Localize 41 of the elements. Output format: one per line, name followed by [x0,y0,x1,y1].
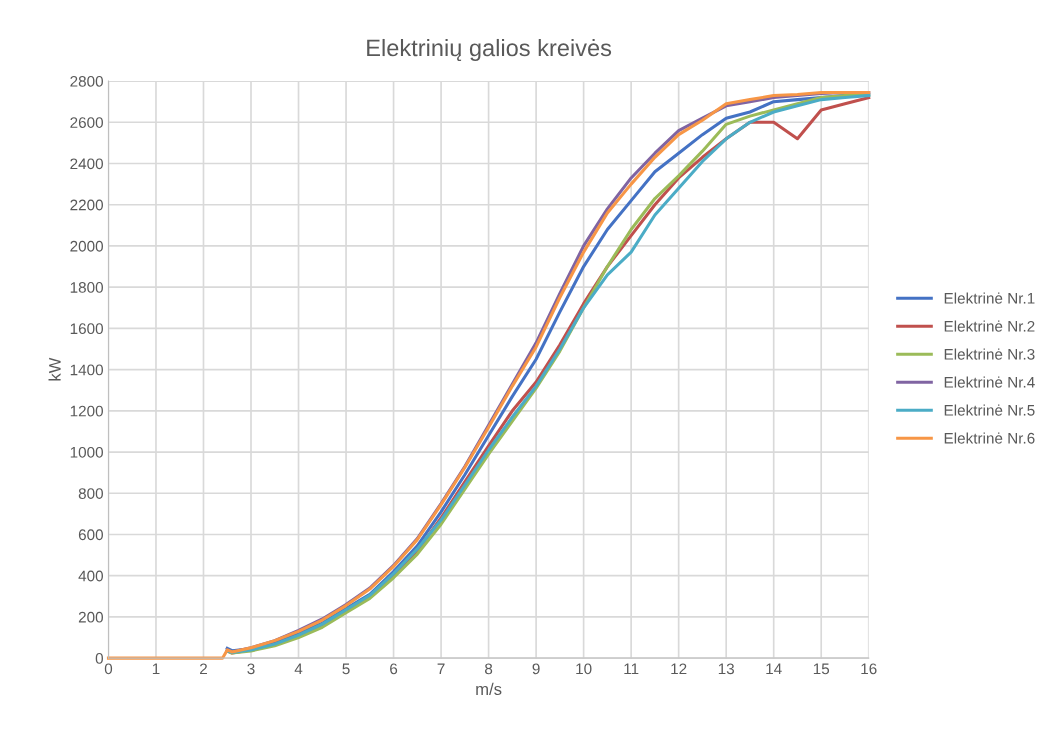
y-axis-title: kW [48,357,61,381]
y-tick-label: 2000 [70,240,103,252]
x-tick-label: 14 [766,663,782,675]
legend-label: Elektrinė Nr.6 [944,432,1035,444]
legend-label: Elektrinė Nr.2 [944,320,1035,332]
x-tick-label: 2 [200,663,207,675]
legend-label: Elektrinė Nr.1 [944,292,1035,304]
x-axis-title: m/s [476,682,502,696]
x-tick-label: 3 [247,663,255,675]
x-tick-label: 0 [104,663,113,675]
x-tick-label: 5 [342,663,350,675]
y-tick-label: 200 [78,611,103,623]
y-tick-label: 2400 [70,158,103,170]
y-tick-label: 1600 [70,323,103,335]
y-tick-label: 2600 [70,117,103,128]
y-tick-label: 1800 [70,282,103,293]
x-tick-label: 10 [576,663,592,675]
x-tick-label: 9 [532,663,540,675]
x-tick-label: 6 [390,663,398,675]
y-tick-label: 800 [78,488,103,499]
legend-label: Elektrinė Nr.4 [944,376,1035,388]
x-tick-label: 11 [624,663,639,675]
x-tick-label: 13 [718,663,734,675]
legend-label: Elektrinė Nr.5 [944,404,1035,416]
x-tick-label: 4 [294,663,303,675]
y-tick-label: 2800 [70,75,103,87]
x-tick-label: 7 [437,663,445,675]
x-tick-label: 12 [671,663,687,675]
x-tick-label: 1 [152,663,160,675]
chart-title: Elektrinių galios kreivės [367,38,612,61]
y-tick-label: 0 [95,653,103,664]
y-tick-label: 600 [78,529,103,541]
y-tick-label: 1000 [70,446,103,458]
y-tick-label: 1200 [70,405,103,417]
y-tick-label: 400 [78,570,103,582]
x-tick-label: 15 [813,663,830,675]
x-tick-label: 16 [861,663,877,675]
x-tick-label: 8 [485,663,493,675]
y-tick-label: 2200 [70,199,103,211]
y-tick-label: 1400 [70,364,103,376]
legend-label: Elektrinė Nr.3 [944,348,1035,360]
